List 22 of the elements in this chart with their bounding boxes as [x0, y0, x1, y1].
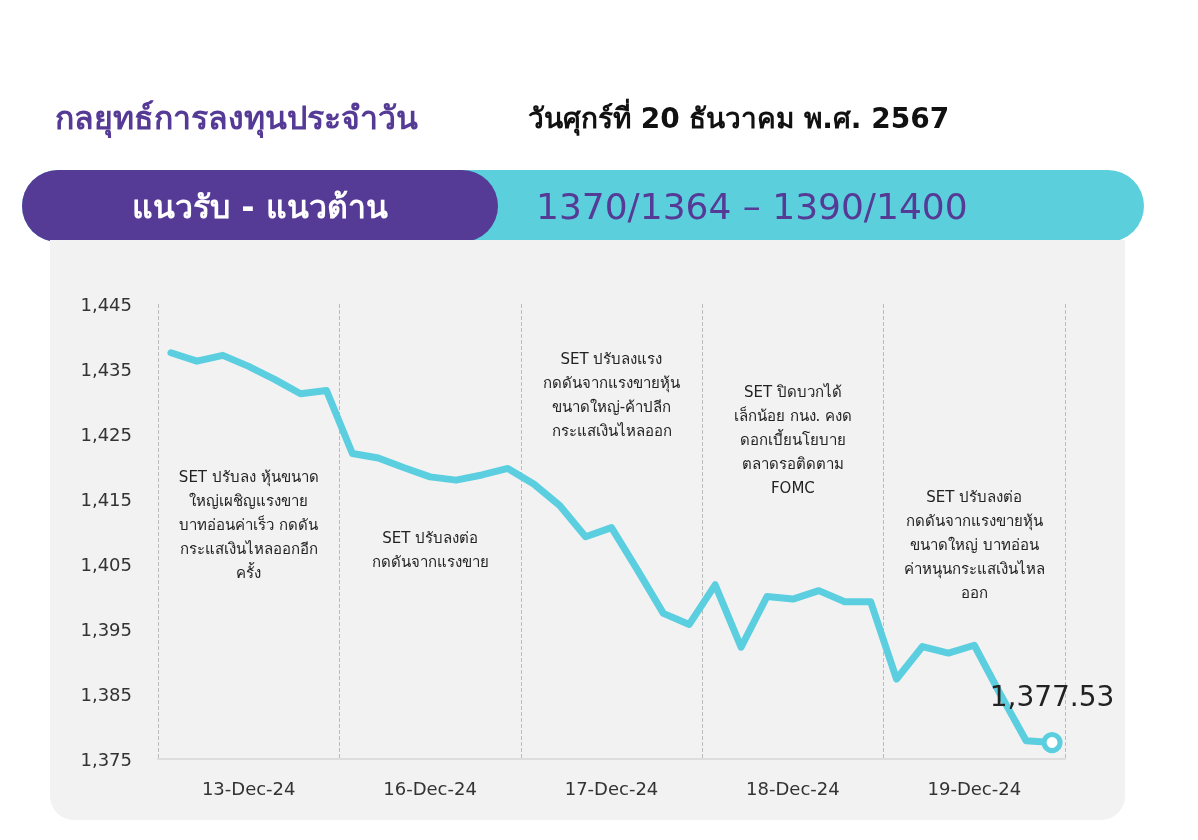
x-tick-label: 18-Dec-24 [746, 777, 840, 799]
x-tick-label: 13-Dec-24 [201, 777, 296, 799]
y-tick-label: 1,435 [80, 358, 132, 380]
annotation: SET ปิดบวกได้ เล็กน้อย กนง. คงด ดอกเบี้ยนโยบาย ตลาดรอติดตาม FOMC [733, 383, 853, 497]
text: แนวรับ - แนวต้าน [22, 170, 498, 242]
y-tick-label: 1,415 [80, 488, 132, 510]
text: 1370/1364 – 1390/1400 [536, 184, 968, 229]
y-tick-label: 1,385 [80, 683, 132, 705]
chart-title: กลยุทธ์การลงทุนประจำวัน [55, 98, 418, 140]
y-tick-label: 1,445 [80, 293, 132, 315]
annotation: SET ปรับลงต่อ กดดันจากแรงขาย [371, 529, 489, 571]
x-tick-label: 17-Dec-24 [564, 777, 659, 799]
y-tick-label: 1,425 [80, 423, 132, 445]
annotation: SET ปรับลงแรง กดดันจากแรงขายหุ้น ขนาดใหญ่-ค้าปลีก กระแสเงินไหลออก [543, 350, 680, 440]
chart-subtitle: วันศุกร์ที่ 20 ธันวาคม พ.ศ. 2567 [528, 97, 950, 138]
x-tick-label: 16-Dec-24 [383, 777, 477, 799]
annotation: SET ปรับลงต่อ กดดันจากแรงขายหุ้น ขนาดใหญ่ บาทอ่อน ค่าหนุนกระแสเงินไหล ออก [903, 488, 1045, 602]
y-tick-label: 1,405 [80, 553, 132, 575]
y-tick-label: 1,375 [80, 748, 132, 770]
y-tick-label: 1,395 [80, 618, 132, 640]
annotation: SET ปรับลง หุ้นขนาด ใหญ่เผชิญแรงขาย บาทอ่อนค่าเร็ว กดดัน กระแสเงินไหลออกอีก ครั้ง [178, 468, 319, 582]
x-tick-label: 19-Dec-24 [927, 777, 1022, 799]
